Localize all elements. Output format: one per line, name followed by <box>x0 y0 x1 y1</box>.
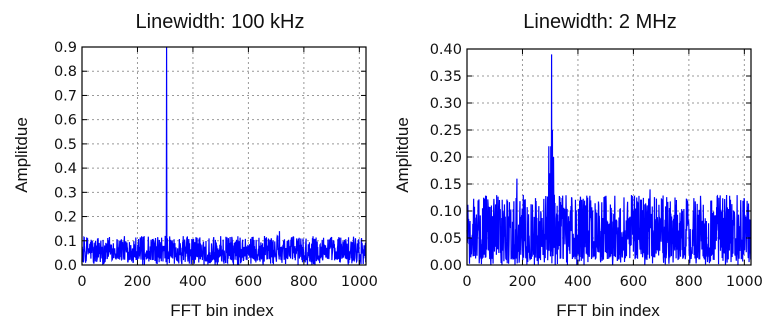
y-tick-label: 0.40 <box>430 42 462 58</box>
y-tick-label: 0.35 <box>430 69 462 85</box>
x-tick-label: 200 <box>124 274 152 290</box>
x-tick-label: 200 <box>509 274 537 290</box>
y-tick-label: 0.7 <box>54 88 77 104</box>
plot-frame <box>81 46 367 266</box>
x-tick-label: 1000 <box>726 274 763 290</box>
y-tick-label: 0.3 <box>54 185 77 201</box>
y-tick-label: 0.1 <box>54 234 77 250</box>
x-tick-label: 800 <box>675 274 703 290</box>
y-tick-label: 0.30 <box>430 96 462 112</box>
chart-title: Linewidth: 100 kHz <box>136 11 305 33</box>
y-axis-label: Amplitdue <box>12 117 31 193</box>
x-tick-label: 0 <box>77 274 86 290</box>
y-tick-label: 0.0 <box>54 258 77 274</box>
x-tick-label: 400 <box>564 274 592 290</box>
y-tick-label: 0.5 <box>54 137 77 153</box>
data-series-line <box>81 46 367 265</box>
x-tick-label: 600 <box>235 274 263 290</box>
data-series-line <box>466 54 752 265</box>
chart-title: Linewidth: 2 MHz <box>523 11 676 33</box>
y-tick-label: 0.20 <box>430 150 462 166</box>
x-tick-label: 0 <box>462 274 471 290</box>
x-tick-label: 600 <box>620 274 648 290</box>
x-axis-label: FFT bin index <box>556 301 660 320</box>
y-tick-label: 0.05 <box>430 231 462 247</box>
y-tick-label: 0.8 <box>54 64 77 80</box>
y-tick-label: 0.25 <box>430 123 462 139</box>
y-tick-label: 0.00 <box>430 258 462 274</box>
x-axis-label: FFT bin index <box>170 301 274 320</box>
y-tick-label: 0.9 <box>54 40 77 56</box>
chart-panel-left: Linewidth: 100 kHz Amplitdue FFT bin ind… <box>12 11 378 320</box>
y-axis-label: Amplitdue <box>393 117 412 193</box>
y-tick-label: 0.6 <box>54 113 77 129</box>
x-tick-label: 800 <box>290 274 318 290</box>
x-tick-label: 1000 <box>341 274 378 290</box>
chart-panel-right: Linewidth: 2 MHz Amplitdue FFT bin index… <box>393 11 763 320</box>
y-tick-label: 0.15 <box>430 177 462 193</box>
x-tick-label: 400 <box>179 274 207 290</box>
y-tick-label: 0.2 <box>54 210 77 226</box>
y-tick-label: 0.10 <box>430 204 462 220</box>
y-tick-label: 0.4 <box>54 161 77 177</box>
